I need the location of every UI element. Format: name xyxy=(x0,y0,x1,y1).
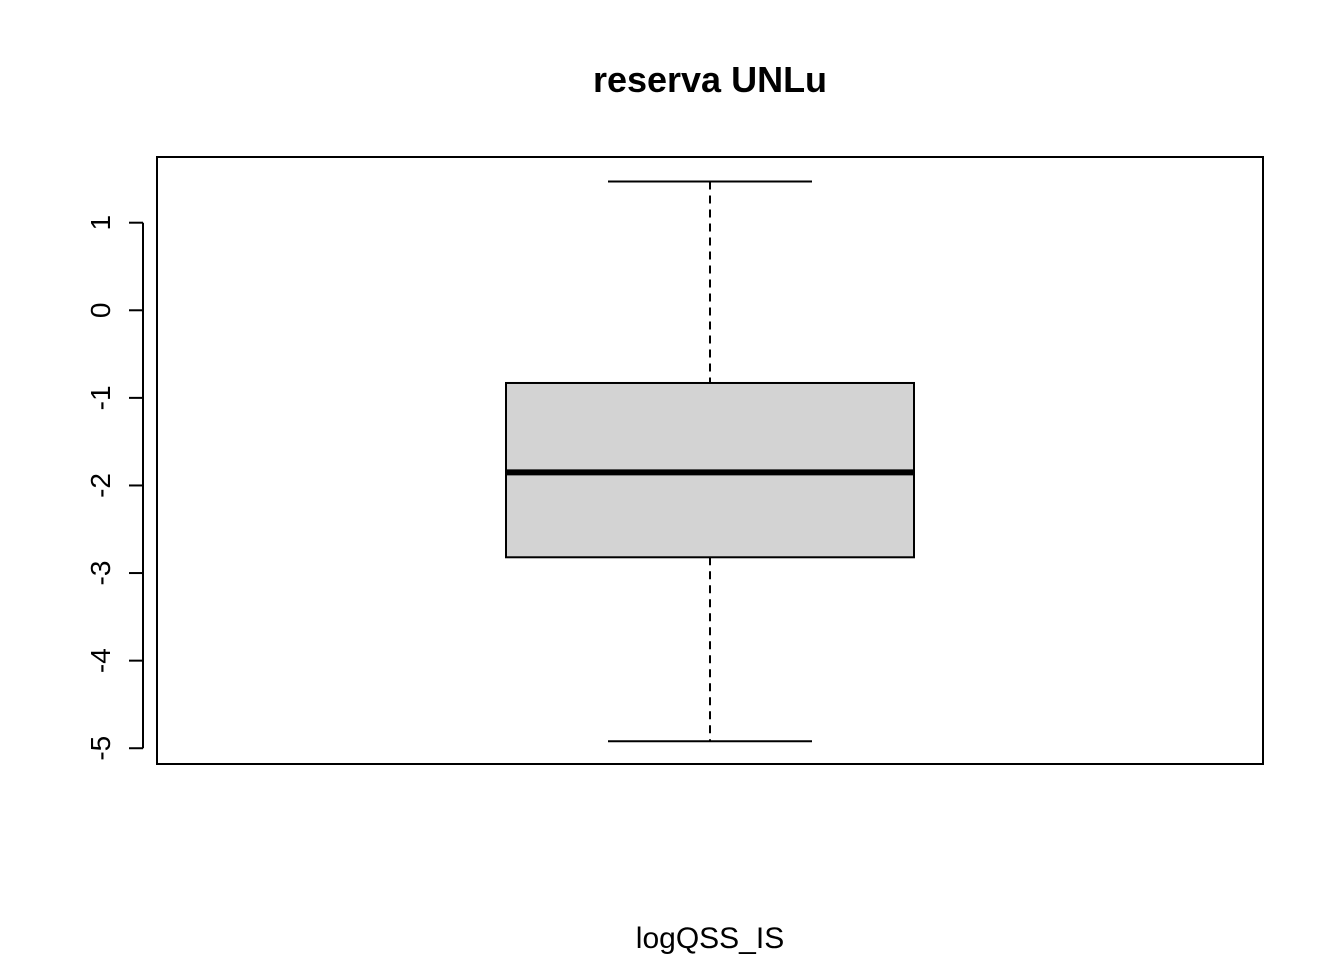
y-tick-label: -1 xyxy=(85,385,116,410)
box-element xyxy=(505,180,915,743)
y-tick-label: 1 xyxy=(85,215,116,231)
y-tick-label: -3 xyxy=(85,561,116,586)
y-tick-label: -2 xyxy=(85,473,116,498)
y-axis: -5 -4 -3 -2 -1 0 1 xyxy=(85,215,144,761)
x-axis-label: logQSS_IS xyxy=(636,922,784,955)
y-tick-label: 0 xyxy=(85,302,116,318)
y-tick-label: -4 xyxy=(85,648,116,673)
y-ticks: -5 -4 -3 -2 -1 0 1 xyxy=(85,215,143,761)
chart-title: reserva UNLu xyxy=(593,59,827,100)
y-tick-label: -5 xyxy=(85,736,116,761)
plot-frame xyxy=(156,156,1264,765)
